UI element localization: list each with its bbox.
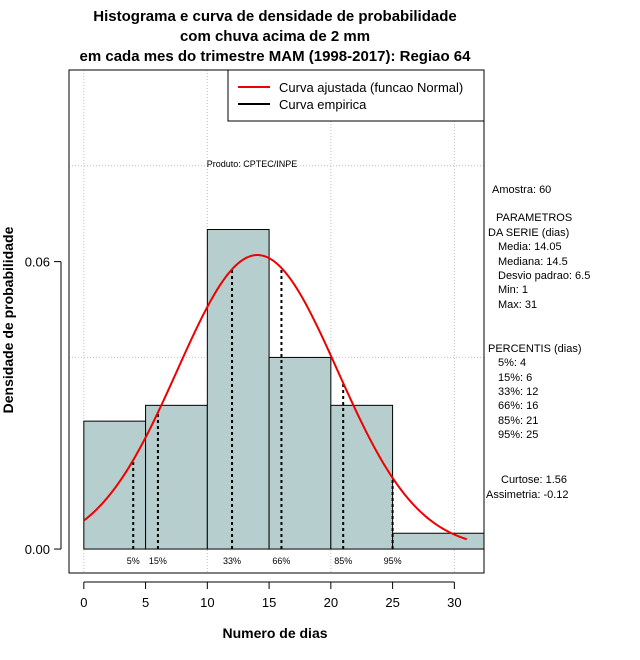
stat-p5: 5%: 4 bbox=[498, 357, 526, 369]
stat-mean: Media: 14.05 bbox=[498, 241, 562, 253]
stat-params-heading-1: PARAMETROS bbox=[496, 212, 572, 224]
percentile-label-2: 33% bbox=[223, 556, 241, 566]
stat-p95: 95%: 25 bbox=[498, 429, 538, 441]
percentile-label-1: 15% bbox=[149, 556, 167, 566]
x-tick-label-0: 0 bbox=[80, 595, 87, 610]
x-axis-title: Numero de dias bbox=[222, 625, 327, 641]
stat-std-dev: Desvio padrao: 6.5 bbox=[498, 270, 590, 282]
stat-skewness: Assimetria: -0.12 bbox=[486, 489, 569, 501]
x-tick-label-5: 25 bbox=[385, 595, 399, 610]
x-tick-label-2: 10 bbox=[200, 595, 214, 610]
x-tick-label-4: 20 bbox=[324, 595, 338, 610]
stat-median: Mediana: 14.5 bbox=[498, 256, 568, 268]
legend: Curva ajustada (funcao Normal) Curva emp… bbox=[227, 69, 485, 122]
histogram-bar-5 bbox=[392, 532, 485, 550]
normal-curve-line bbox=[83, 254, 468, 541]
y-tick-label-1: 0.06 bbox=[25, 255, 50, 270]
stat-p66: 66%: 16 bbox=[498, 400, 538, 412]
stat-max: Max: 31 bbox=[498, 299, 537, 311]
percentile-label-4: 85% bbox=[334, 556, 352, 566]
histogram-bar-0 bbox=[83, 420, 147, 550]
stat-min: Min: 1 bbox=[498, 284, 528, 296]
y-axis-title: Densidade de probabilidade bbox=[0, 226, 16, 413]
stat-sample: Amostra: 60 bbox=[492, 184, 551, 196]
histogram-bar-1 bbox=[145, 404, 208, 550]
histogram-bar-3 bbox=[268, 356, 332, 550]
y-tick-label-0: 0.00 bbox=[25, 542, 50, 557]
credit-text: Produto: CPTEC/INPE bbox=[207, 159, 298, 169]
stat-percentiles-heading: PERCENTIS (dias) bbox=[488, 343, 582, 355]
percentile-label-5: 95% bbox=[384, 556, 402, 566]
legend-label-fitted: Curva ajustada (funcao Normal) bbox=[279, 80, 463, 95]
x-axis: 0 5 10 15 20 25 30 bbox=[80, 581, 462, 610]
x-tick-label-1: 5 bbox=[142, 595, 149, 610]
histogram-bar-4 bbox=[330, 404, 394, 550]
y-axis: 0.00 0.06 bbox=[25, 255, 62, 557]
legend-box bbox=[227, 69, 485, 122]
stat-p85: 85%: 21 bbox=[498, 415, 538, 427]
legend-label-empirical: Curva empirica bbox=[279, 97, 367, 112]
histogram-bar-2 bbox=[206, 229, 270, 550]
stat-kurtosis: Curtose: 1.56 bbox=[501, 474, 567, 486]
x-tick-label-6: 30 bbox=[447, 595, 461, 610]
percentile-label-0: 5% bbox=[127, 556, 140, 566]
percentile-label-3: 66% bbox=[272, 556, 290, 566]
stat-p15: 15%: 6 bbox=[498, 372, 532, 384]
stat-params-heading-2: DA SERIE (dias) bbox=[488, 227, 569, 239]
histogram-bars bbox=[83, 229, 485, 550]
chart-title-line-3: em cada mes do trimestre MAM (1998-2017)… bbox=[80, 48, 472, 65]
chart-title-line-1: Histograma e curva de densidade de proba… bbox=[93, 8, 456, 25]
stats-panel: Amostra: 60 PARAMETROS DA SERIE (dias) M… bbox=[486, 184, 590, 501]
x-tick-label-3: 15 bbox=[262, 595, 276, 610]
stat-p33: 33%: 12 bbox=[498, 386, 538, 398]
chart-title-line-2: com chuva acima de 2 mm bbox=[180, 28, 370, 45]
percentile-lines: 5% 15% 33% 66% 85% 95% bbox=[127, 267, 402, 566]
